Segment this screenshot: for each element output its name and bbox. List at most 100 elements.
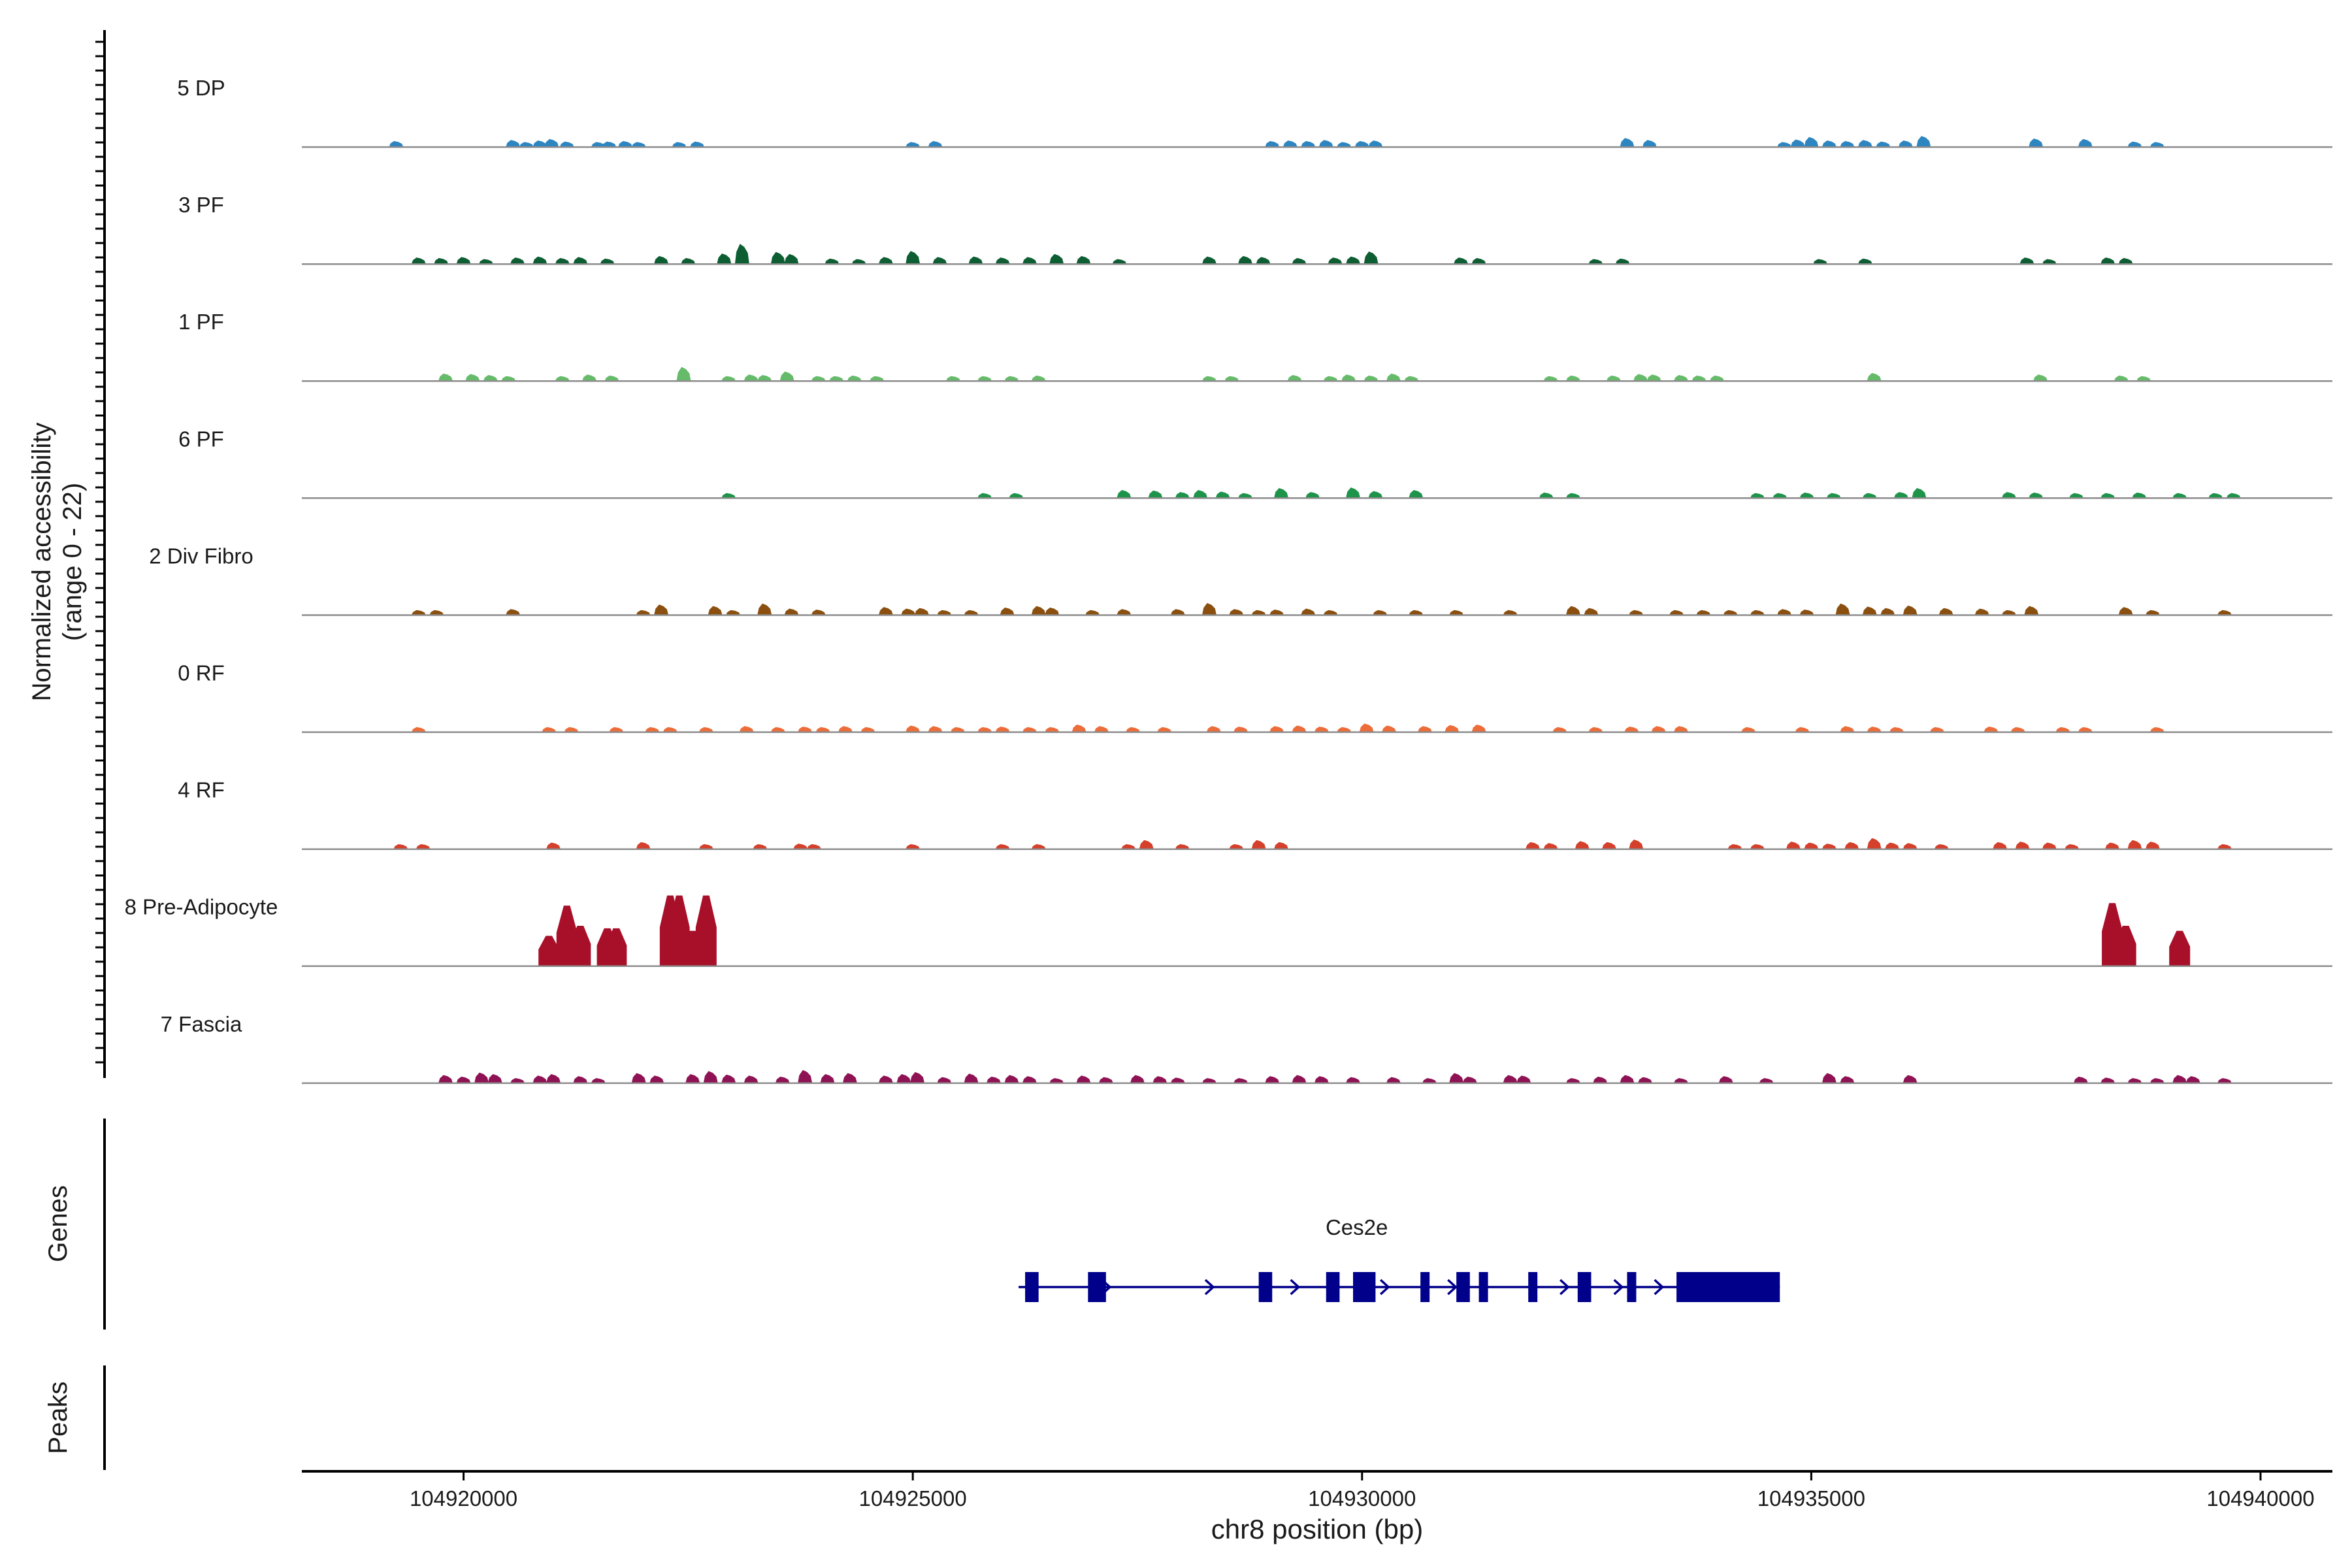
coverage-peak: [2001, 610, 2016, 615]
coverage-peak: [532, 1075, 547, 1083]
track-8-pre-adipocyte: 8 Pre-Adipocyte: [125, 895, 2332, 968]
gene-exon: [1326, 1272, 1340, 1302]
coverage-peak: [1723, 610, 1738, 615]
coverage-peak: [1404, 376, 1419, 382]
coverage-peak: [631, 142, 646, 148]
track-6-pf: 6 PF: [178, 427, 2332, 499]
coverage-peak: [1031, 375, 1046, 382]
track-label: 7 Fascia: [161, 1012, 242, 1036]
coverage-peak: [1993, 841, 2008, 849]
coverage-peak: [1201, 376, 1217, 382]
coverage-peak: [1117, 609, 1132, 615]
coverage-peak: [411, 727, 426, 732]
coverage-peak: [631, 1073, 646, 1083]
coverage-peak: [1130, 1075, 1145, 1083]
coverage-peak: [510, 1078, 525, 1083]
coverage-peak: [2149, 1078, 2164, 1083]
coverage-peak: [1098, 1077, 1113, 1083]
coverage-peak: [1552, 727, 1567, 732]
coverage-peak: [825, 258, 840, 265]
coverage-peak: [1646, 374, 1661, 382]
coverage-peak: [906, 142, 921, 148]
coverage-peak: [1314, 727, 1329, 732]
gene-exon: [1420, 1272, 1430, 1302]
coverage-peak: [1903, 1075, 1918, 1083]
coverage-peak: [2149, 142, 2164, 148]
coverage-peak: [695, 895, 717, 966]
coverage-peak: [1233, 727, 1249, 732]
track-0-rf: 0 RF: [178, 661, 2332, 733]
coverage-peak: [977, 727, 992, 732]
coverage-peak: [829, 376, 844, 382]
track-label: 0 RF: [178, 661, 225, 685]
track-1-pf: 1 PF: [178, 310, 2332, 382]
coverage-peak: [1201, 602, 1217, 615]
coverage-peak: [1821, 140, 1837, 148]
coverage-peak: [977, 493, 992, 498]
x-axis-title: chr8 position (bp): [1211, 1514, 1424, 1544]
coverage-peak: [1934, 843, 1949, 849]
coverage-peak: [1857, 140, 1872, 148]
coverage-peak: [878, 257, 893, 265]
coverage-peak: [546, 1073, 561, 1083]
track-label: 5 DP: [177, 76, 225, 100]
genes-track-label: Genes: [44, 1185, 73, 1262]
coverage-peak: [2024, 606, 2039, 615]
coverage-peak: [1795, 727, 1810, 732]
coverage-peak: [564, 727, 579, 732]
coverage-peak: [1215, 491, 1230, 498]
coverage-peak: [1826, 493, 1841, 498]
coverage-peak: [2010, 727, 2025, 732]
coverage-peak: [1175, 843, 1190, 849]
coverage-peak: [928, 726, 943, 732]
x-tick-label: 104930000: [1308, 1486, 1416, 1511]
coverage-peak: [1201, 1078, 1217, 1083]
coverage-peak: [779, 371, 794, 382]
coverage-peak: [555, 257, 570, 265]
coverage-peak: [1292, 725, 1307, 732]
coverage-peak: [1449, 1073, 1464, 1083]
coverage-y-ticks: [95, 41, 105, 1064]
coverage-peak: [1318, 140, 1333, 148]
coverage-peak: [1292, 1075, 1307, 1083]
coverage-peak: [411, 610, 426, 615]
coverage-peak: [1588, 727, 1603, 732]
coverage-peak: [698, 727, 713, 732]
coverage-peak: [478, 259, 493, 265]
coverage-peak: [1229, 609, 1244, 615]
coverage-peak: [1867, 372, 1882, 382]
coverage-peak: [1862, 606, 1877, 615]
coverage-peak: [573, 257, 588, 265]
coverage-peak: [784, 253, 799, 265]
coverage-peak: [1121, 843, 1136, 849]
coverage-peak: [739, 726, 754, 732]
coverage-peak: [465, 374, 480, 382]
coverage-peak: [950, 727, 965, 732]
coverage-peak: [559, 141, 574, 148]
coverage-peak: [1382, 725, 1397, 732]
coverage-peak: [703, 1071, 718, 1083]
coverage-peak: [1237, 493, 1252, 498]
coverage-peak: [1337, 727, 1352, 732]
coverage-peak: [1301, 608, 1316, 615]
coverage-peak: [1835, 603, 1850, 615]
coverage-peak: [1233, 1078, 1249, 1083]
coverage-peak: [1251, 840, 1266, 849]
coverage-peak: [2132, 492, 2147, 498]
coverage-peak: [1750, 843, 1765, 849]
coverage-peak: [604, 375, 619, 382]
coverage-peak: [1305, 492, 1320, 498]
coverage-peak: [555, 376, 570, 382]
coverage-peak: [770, 727, 785, 732]
coverage-peak: [2115, 925, 2136, 966]
coverage-peak: [2105, 842, 2120, 849]
track-3-pf: 3 PF: [178, 193, 2332, 265]
coverage-peak: [474, 1072, 489, 1083]
coverage-peak: [1718, 1076, 1733, 1083]
strand-arrow: [1290, 1279, 1301, 1296]
strand-arrow: [1379, 1279, 1390, 1296]
coverage-peak: [1651, 726, 1666, 732]
peaks-track-label: Peaks: [44, 1381, 73, 1454]
coverage-peak: [1669, 610, 1684, 615]
coverage-peak: [2172, 1075, 2187, 1083]
